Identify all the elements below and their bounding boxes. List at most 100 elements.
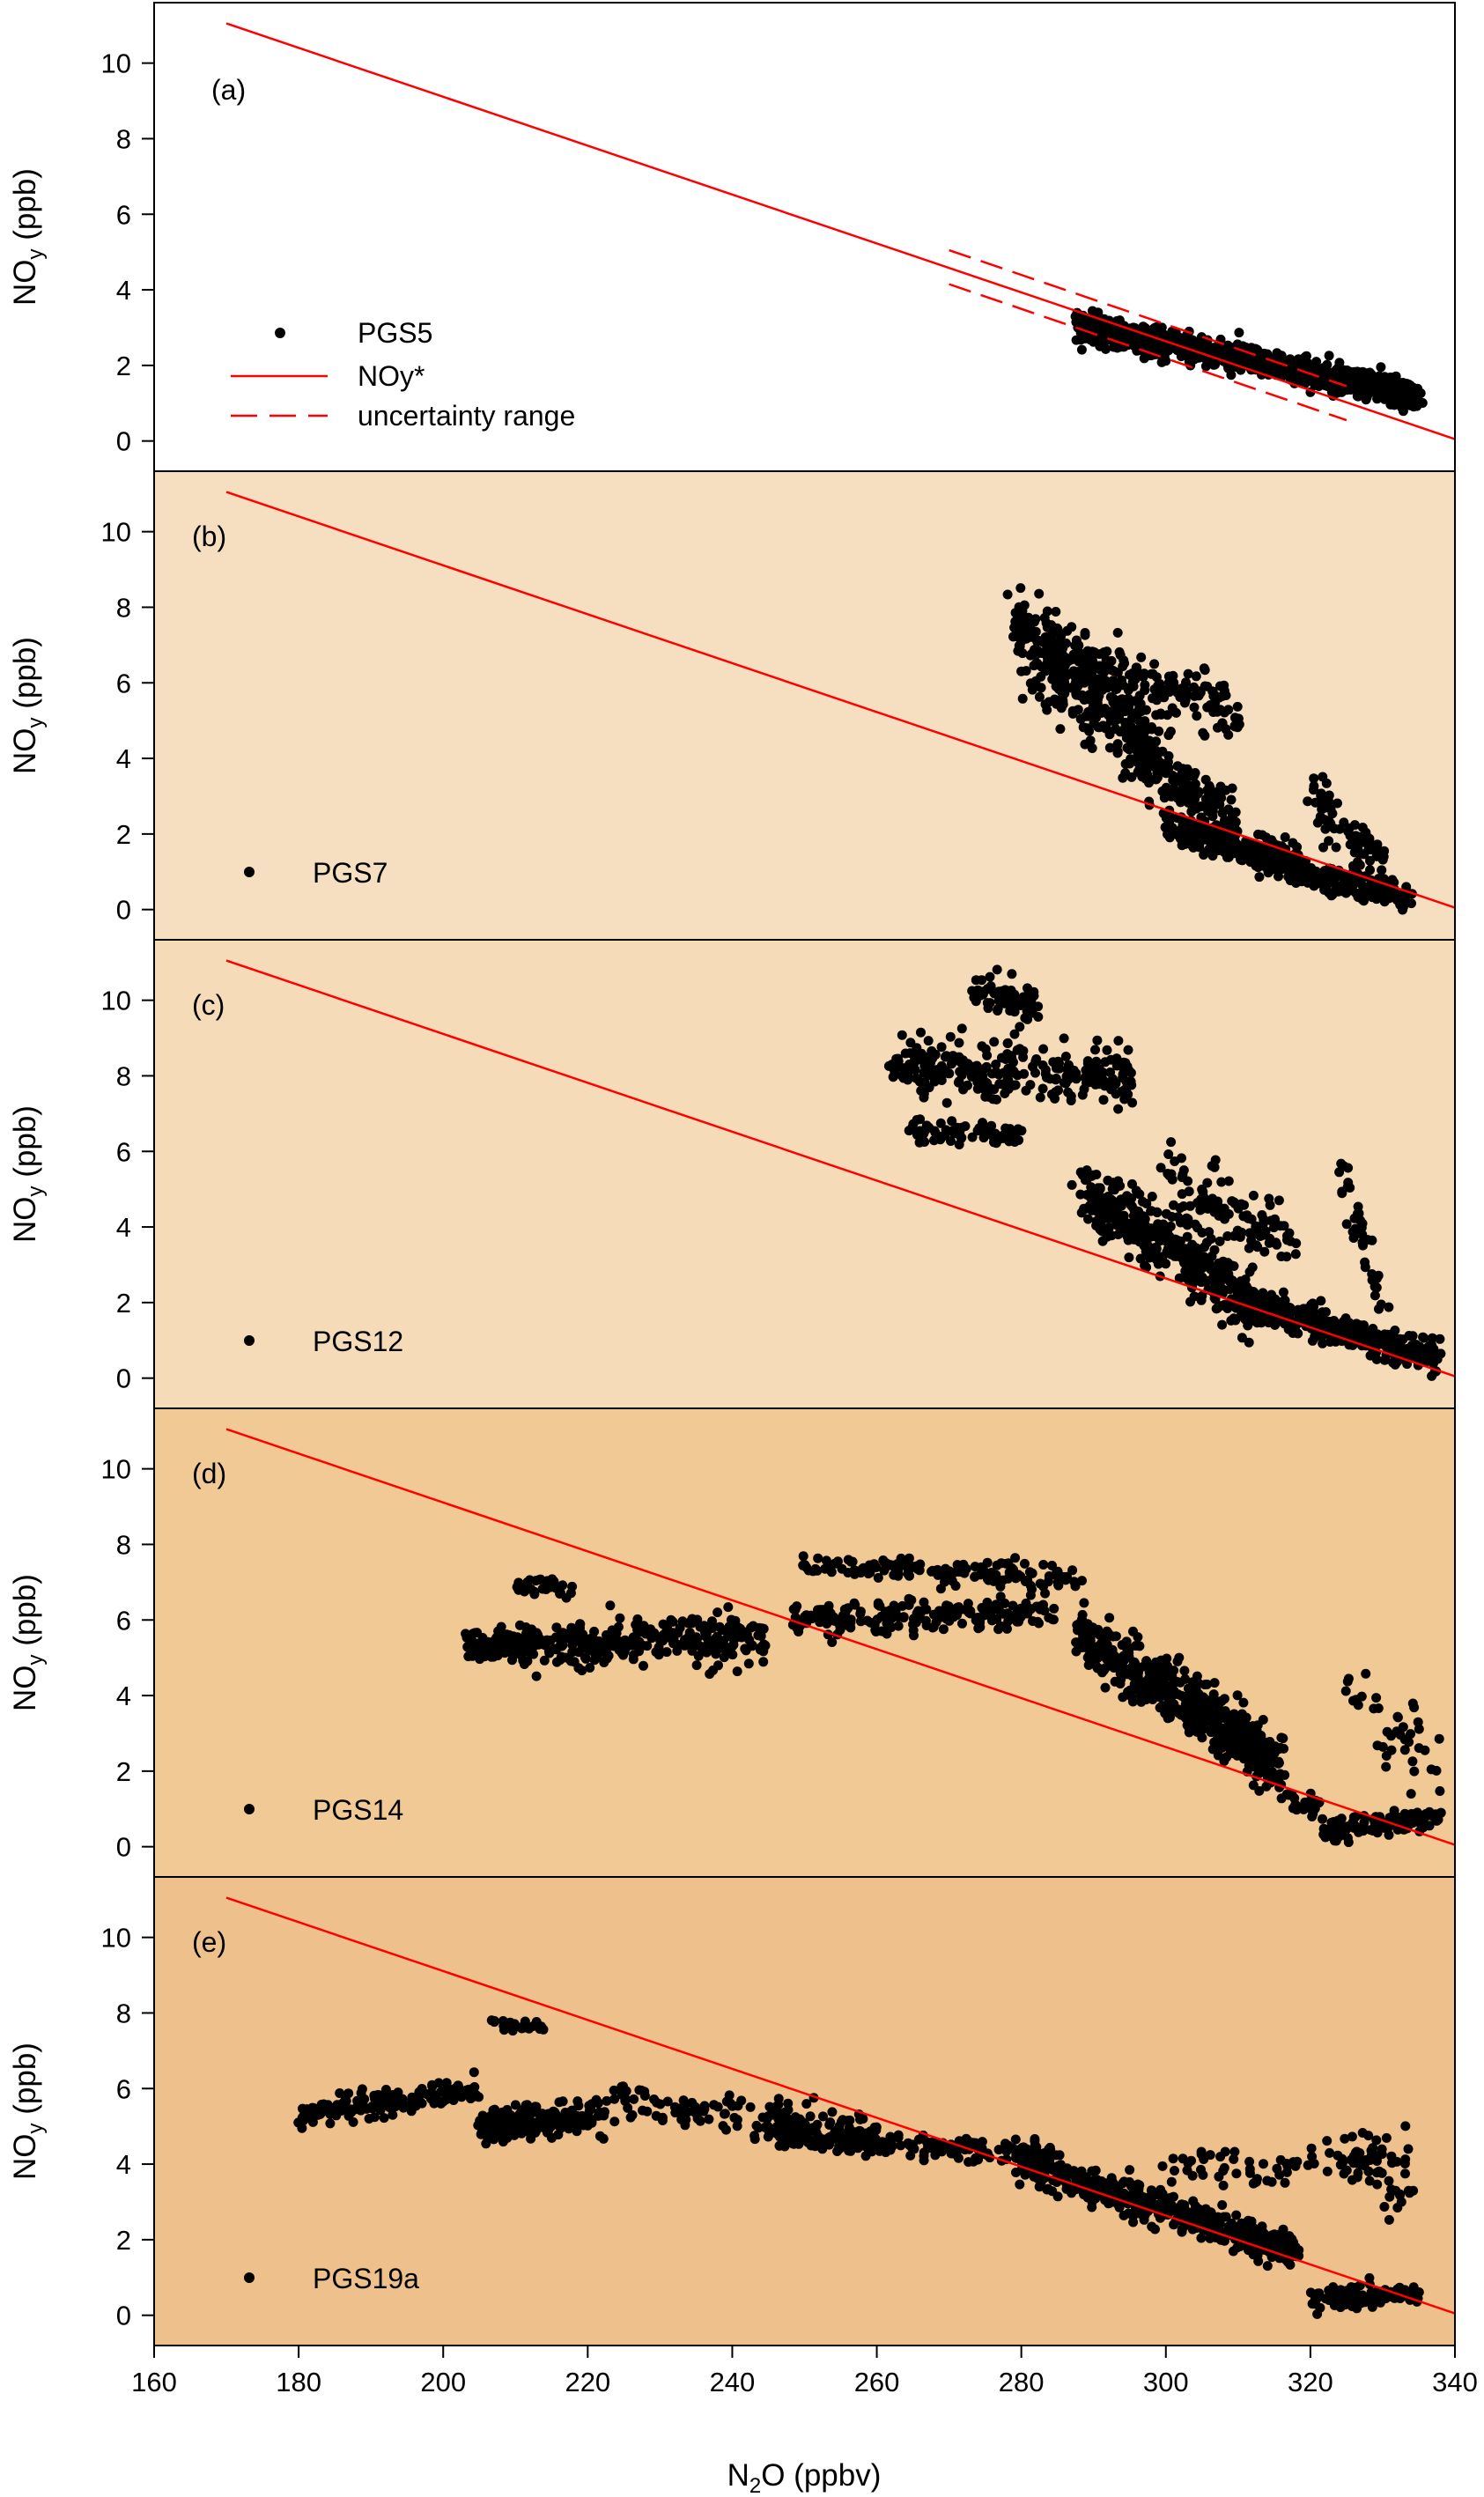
data-point: [1200, 1242, 1209, 1252]
y-axis-title: NOy (ppb): [8, 168, 48, 306]
panel-label: (a): [211, 74, 246, 106]
data-point: [1085, 735, 1096, 746]
data-point: [955, 1605, 965, 1615]
data-point: [1059, 1033, 1069, 1044]
data-point: [1084, 726, 1095, 736]
data-point: [677, 1616, 688, 1627]
data-point: [1067, 1179, 1077, 1190]
data-point: [1296, 1802, 1307, 1813]
data-point: [1150, 323, 1161, 334]
data-point: [1284, 1228, 1295, 1238]
data-point: [1202, 1203, 1213, 1214]
data-point: [992, 964, 1002, 975]
data-point: [1112, 627, 1123, 638]
data-point: [980, 1085, 991, 1096]
data-point: [989, 987, 999, 998]
data-point: [1244, 1243, 1254, 1253]
data-point: [632, 1614, 643, 1624]
data-point: [758, 1639, 769, 1650]
data-point: [982, 1050, 993, 1060]
data-point: [965, 1608, 976, 1619]
data-point: [1157, 1252, 1168, 1262]
data-point: [1322, 359, 1333, 370]
data-point: [937, 1132, 947, 1142]
data-point: [1075, 713, 1086, 724]
data-point: [1015, 1022, 1025, 1032]
data-point: [1215, 705, 1225, 715]
data-point: [577, 1640, 587, 1651]
data-point: [916, 1027, 926, 1038]
data-point: [1067, 622, 1077, 632]
data-point: [1166, 1249, 1177, 1260]
data-point: [717, 1625, 727, 1636]
data-point: [1082, 1078, 1091, 1089]
data-point: [947, 1116, 957, 1127]
y-tick-label: 6: [116, 199, 131, 230]
data-point: [1177, 1153, 1186, 1164]
scatter-points: [1002, 583, 1417, 915]
legend-label-line: NOy*: [358, 360, 425, 392]
data-point: [1127, 1097, 1138, 1108]
data-point: [1361, 1668, 1371, 1679]
data-point: [1222, 346, 1232, 357]
panel-label: (c): [192, 989, 225, 1021]
data-point: [929, 1135, 939, 1146]
data-point: [1168, 775, 1178, 786]
data-point: [1155, 1163, 1166, 1173]
data-point: [1200, 1680, 1210, 1690]
data-point: [1395, 899, 1406, 910]
data-point: [1335, 1324, 1346, 1334]
data-point: [1102, 1045, 1112, 1055]
data-point: [705, 1669, 715, 1680]
data-point: [995, 1581, 1006, 1592]
data-point: [1357, 823, 1368, 832]
data-point: [1055, 644, 1066, 654]
data-point: [1372, 1740, 1383, 1751]
data-point: [821, 1555, 831, 1566]
data-point: [1124, 719, 1134, 729]
data-point: [1207, 1744, 1218, 1755]
data-point: [1104, 1223, 1114, 1233]
data-point: [1162, 763, 1172, 773]
data-point: [1133, 705, 1144, 715]
data-point: [1355, 388, 1366, 399]
data-point: [1399, 1745, 1410, 1755]
data-point: [928, 1622, 939, 1632]
data-point: [1055, 724, 1066, 735]
data-point: [1210, 1155, 1221, 1165]
data-point: [1217, 808, 1228, 818]
data-point: [1274, 1195, 1284, 1206]
data-point: [587, 1633, 598, 1644]
data-point: [1155, 679, 1165, 690]
data-point: [1108, 697, 1119, 707]
data-point: [1190, 789, 1200, 800]
data-point: [1182, 764, 1192, 774]
data-point: [912, 1130, 922, 1140]
data-point: [534, 1575, 544, 1585]
data-point: [1133, 740, 1142, 750]
data-point: [1163, 1227, 1173, 1237]
data-point: [1070, 640, 1081, 651]
data-point: [1124, 1252, 1134, 1263]
data-point: [953, 1562, 963, 1573]
data-point: [565, 1656, 576, 1666]
data-point: [483, 1636, 493, 1647]
data-point: [1260, 355, 1271, 366]
data-point: [993, 1006, 1003, 1016]
data-point: [1186, 831, 1197, 841]
data-point: [1071, 1646, 1082, 1657]
data-point: [1171, 1237, 1182, 1248]
data-point: [992, 1614, 1002, 1624]
data-point: [790, 1604, 801, 1614]
data-point: [1362, 831, 1372, 842]
data-point: [1149, 659, 1160, 669]
data-point: [1135, 1253, 1146, 1264]
data-point: [1199, 1192, 1208, 1202]
legend-point-marker: [244, 1335, 255, 1346]
data-point: [1044, 1613, 1054, 1623]
data-point: [1175, 832, 1185, 843]
data-point: [661, 1647, 672, 1658]
data-point: [1373, 387, 1384, 397]
data-point: [527, 1624, 537, 1635]
data-point: [1178, 817, 1188, 828]
